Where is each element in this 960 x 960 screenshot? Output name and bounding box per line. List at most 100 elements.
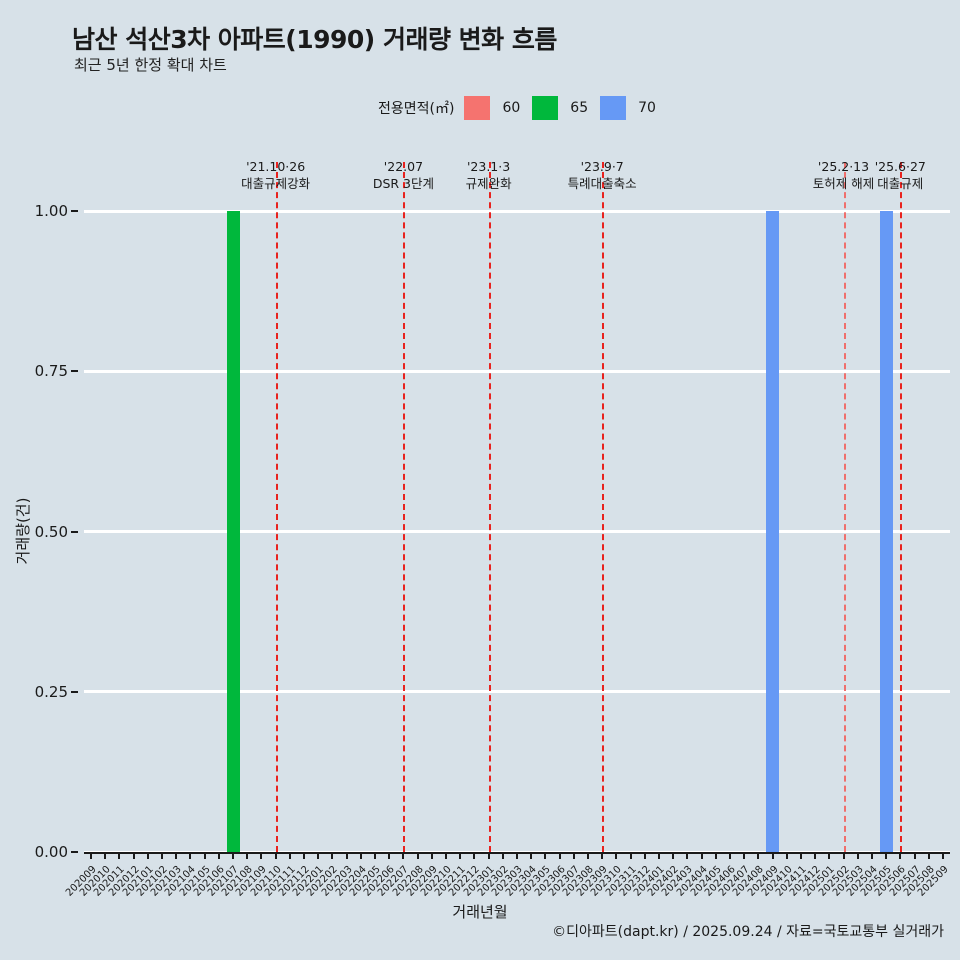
event-date: '25.2·13: [817, 159, 870, 174]
x-tick-mark: [473, 852, 476, 859]
x-tick-mark: [189, 852, 192, 859]
x-tick-mark: [217, 852, 220, 859]
x-tick-mark: [274, 852, 277, 859]
x-tick-mark: [743, 852, 746, 859]
x-tick-mark: [402, 852, 405, 859]
chart-title: 남산 석산3차 아파트(1990) 거래량 변화 흐름: [72, 25, 557, 54]
x-tick-mark: [317, 852, 320, 859]
event-label: '25.2·13 토허제 해제: [813, 158, 874, 192]
x-tick-mark: [913, 852, 916, 859]
event-date: '22.07: [383, 159, 424, 174]
bar[interactable]: [226, 211, 240, 852]
y-axis-title: 거래량(건): [14, 497, 32, 565]
x-tick-mark: [118, 852, 121, 859]
plot-area: [84, 162, 950, 854]
gridline: [84, 369, 950, 373]
gridline: [84, 690, 950, 694]
x-tick-mark: [331, 852, 334, 859]
x-tick-mark: [388, 852, 391, 859]
x-tick-mark: [927, 852, 930, 859]
y-tick-label: 1.00: [34, 202, 68, 220]
legend-swatch-70: [600, 96, 627, 120]
y-axis: 0.00 0.25 0.50 0.75 1.00: [0, 202, 78, 861]
event-label: '23.9·7 특례대출축소: [568, 158, 637, 192]
legend: 전용면적(㎡) 60 65 70: [378, 95, 668, 121]
event-label: '23.1·3 규제완화: [466, 158, 512, 192]
x-tick-mark: [530, 852, 533, 859]
bar[interactable]: [766, 211, 780, 852]
x-tick-mark: [899, 852, 902, 859]
x-tick-mark: [146, 852, 149, 859]
x-tick-mark: [828, 852, 831, 859]
y-tick-label: 0.00: [34, 843, 68, 861]
event-date: '23.1·3: [466, 159, 511, 174]
x-tick-mark: [288, 852, 291, 859]
x-tick-mark: [558, 852, 561, 859]
legend-item-70[interactable]: 70: [600, 96, 656, 120]
event-name: 토허제 해제: [812, 176, 875, 191]
x-tick-mark: [629, 852, 632, 859]
chart-subtitle: 최근 5년 한정 확대 차트: [74, 56, 227, 74]
event-date: '25.6·27: [874, 159, 926, 174]
x-tick-mark: [430, 852, 433, 859]
event-line: [403, 162, 406, 852]
x-tick-mark: [601, 852, 604, 859]
gridline: [84, 530, 950, 533]
event-line: [488, 162, 491, 852]
x-tick-mark: [885, 852, 888, 859]
x-tick-mark: [445, 852, 448, 859]
y-tick-label: 0.75: [34, 362, 68, 381]
x-axis-title: 거래년월: [452, 903, 508, 921]
event-label: '21.10·26 대출규제강화: [241, 158, 310, 192]
x-tick-mark: [572, 852, 575, 859]
legend-item-60[interactable]: 60: [464, 96, 520, 120]
event-line: [843, 162, 846, 852]
x-tick-mark: [714, 852, 717, 859]
event-line: [900, 162, 903, 852]
legend-label-70: 70: [638, 100, 656, 116]
x-tick-mark: [90, 852, 93, 859]
x-tick-mark: [132, 852, 135, 859]
x-tick-mark: [303, 852, 306, 859]
event-name: 규제완화: [465, 176, 512, 191]
x-tick-mark: [757, 852, 760, 859]
legend-swatch-60: [464, 96, 491, 120]
x-tick-mark: [856, 852, 859, 859]
x-tick-mark: [246, 852, 249, 859]
legend-item-65[interactable]: 65: [532, 96, 588, 120]
event-name: 특례대출축소: [567, 176, 637, 191]
x-tick-mark: [728, 852, 731, 859]
x-tick-mark: [686, 852, 689, 859]
event-name: DSR 3단계: [372, 176, 435, 191]
event-date: '23.9·7: [580, 159, 624, 174]
x-tick-mark: [657, 852, 660, 859]
x-tick-mark: [501, 852, 504, 859]
y-tick-label: 0.50: [34, 522, 68, 541]
x-tick-mark: [672, 852, 675, 859]
y-tick-mark: [71, 851, 78, 853]
y-tick-mark: [71, 690, 78, 693]
x-tick-mark: [799, 852, 802, 859]
legend-label-60: 60: [502, 100, 521, 116]
y-tick-label: 0.25: [34, 682, 68, 701]
x-tick-mark: [870, 852, 873, 859]
gridline: [84, 209, 950, 213]
x-tick-mark: [586, 852, 589, 859]
x-tick-mark: [516, 852, 518, 859]
event-name: 대출규제: [877, 176, 924, 191]
event-date: '21.10·26: [246, 159, 306, 174]
event-line: [275, 162, 278, 852]
x-tick-mark: [232, 852, 235, 859]
x-tick-mark: [374, 852, 377, 859]
x-tick-mark: [487, 852, 490, 859]
bar[interactable]: [879, 211, 893, 852]
x-tick-mark: [643, 852, 646, 859]
x-tick-mark: [345, 852, 348, 859]
event-name: 대출규제강화: [241, 176, 311, 191]
x-tick-mark: [359, 852, 362, 859]
x-tick-mark: [104, 852, 107, 859]
legend-label-65: 65: [570, 100, 589, 116]
x-tick-mark: [260, 852, 263, 859]
legend-swatch-65: [532, 96, 559, 120]
x-tick-mark: [814, 852, 817, 859]
